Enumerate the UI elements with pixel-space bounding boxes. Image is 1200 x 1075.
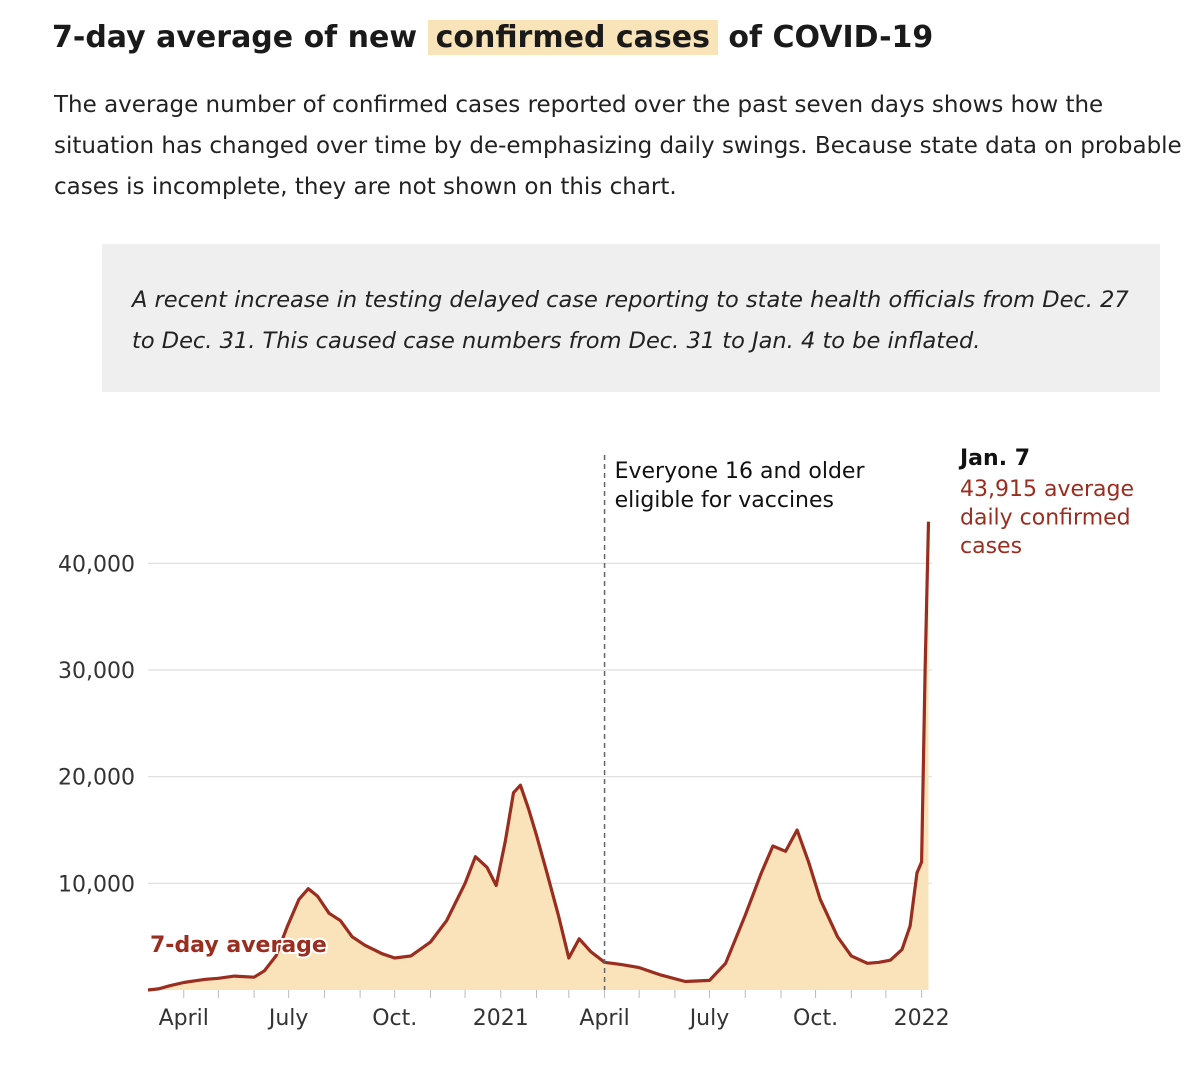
x-tick-label: 2022: [894, 1006, 950, 1031]
title-highlight: confirmed cases: [427, 20, 718, 55]
y-tick-label: 10,000: [58, 872, 135, 897]
x-tick-label: April: [159, 1006, 209, 1031]
title-part-1: 7-day average of new: [52, 20, 418, 55]
y-tick-label: 20,000: [58, 766, 135, 791]
latest-date-label: Jan. 7: [958, 446, 1030, 471]
area-fill: [148, 521, 929, 990]
series-label: 7-day average: [150, 933, 327, 958]
x-tick-label: April: [579, 1006, 629, 1031]
series-line: [147, 521, 931, 992]
chart-description: The average number of confirmed cases re…: [54, 92, 1182, 200]
y-tick-label: 30,000: [58, 659, 135, 684]
latest-value-text: cases: [960, 534, 1022, 559]
x-tick-label: July: [688, 1006, 730, 1031]
vaccine-annotation-text: Everyone 16 and older: [615, 459, 866, 484]
latest-value-text: 43,915 average: [960, 477, 1134, 502]
x-tick-label: 2021: [473, 1006, 529, 1031]
x-tick-label: Oct.: [793, 1006, 838, 1031]
note-box: A recent increase in testing delayed cas…: [102, 244, 1160, 392]
chart-title: 7-day average of new confirmed cases of …: [52, 20, 933, 55]
x-tick-label: Oct.: [372, 1006, 417, 1031]
title-part-2: of COVID-19: [728, 20, 934, 55]
vaccine-annotation-text: eligible for vaccines: [615, 488, 834, 513]
y-tick-label: 40,000: [58, 552, 135, 577]
note-text: A recent increase in testing delayed cas…: [132, 287, 1129, 354]
latest-value-text: daily confirmed: [960, 506, 1131, 531]
x-tick-label: July: [267, 1006, 309, 1031]
area-chart: 10,000 20,000 30,000 40,000 April July Oct. 202…: [58, 446, 1134, 1031]
